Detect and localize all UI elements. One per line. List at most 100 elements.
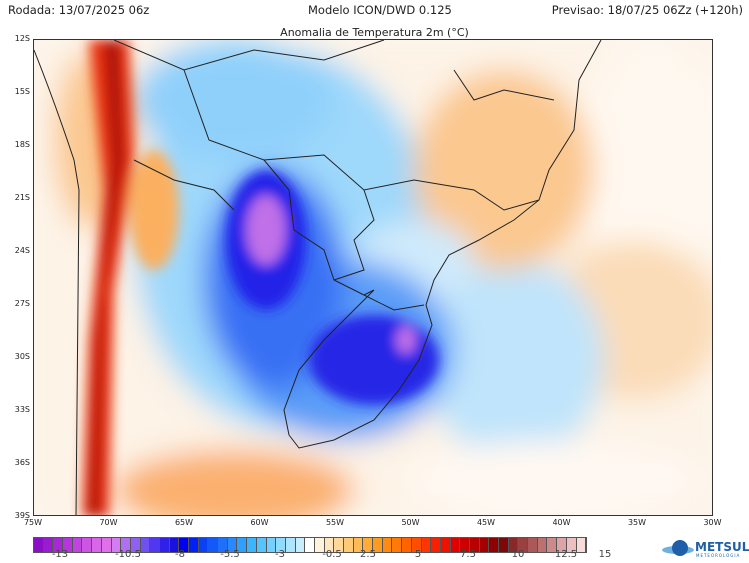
colorbar-label: -3 — [275, 549, 285, 560]
colorbar-swatch — [82, 538, 93, 552]
colorbar-label: 15 — [598, 549, 612, 560]
lon-label: 35W — [627, 518, 647, 527]
colorbar-swatch — [130, 538, 141, 552]
colorbar-swatch — [528, 538, 538, 552]
colorbar-swatch — [460, 538, 470, 552]
colorbar-swatch — [111, 538, 122, 552]
colorbar-swatch — [121, 538, 131, 552]
colorbar-swatch — [101, 538, 112, 552]
anomaly-field — [34, 40, 712, 515]
lat-label: 30S — [14, 352, 30, 361]
colorbar-swatch — [295, 538, 306, 552]
lat-label: 12S — [14, 34, 30, 43]
lat-label: 18S — [14, 140, 30, 149]
colorbar-label: -5.5 — [220, 549, 240, 560]
colorbar-swatch — [557, 538, 567, 552]
map-title: Anomalia de Temperatura 2m (°C) — [280, 26, 469, 39]
colorbar-swatch — [392, 538, 403, 552]
colorbar-label: -10.5 — [115, 549, 141, 560]
colorbar-swatch — [179, 538, 189, 552]
colorbar-swatch — [247, 538, 257, 552]
colorbar-swatch — [198, 538, 209, 552]
colorbar-swatch — [305, 538, 315, 552]
colorbar-swatch — [547, 538, 558, 552]
colorbar — [33, 537, 588, 553]
colorbar-swatch — [237, 538, 248, 552]
logo-subtext: METEOROLOGIA — [696, 553, 741, 558]
colorbar-swatch — [353, 538, 364, 552]
colorbar-swatch — [411, 538, 422, 552]
lon-label: 50W — [401, 518, 420, 527]
colorbar-swatch — [382, 538, 393, 552]
lat-label: 27S — [14, 299, 30, 308]
colorbar-label: 10 — [511, 549, 525, 560]
colorbar-swatch — [518, 538, 529, 552]
colorbar-swatch — [440, 538, 451, 552]
lon-label: 70W — [99, 518, 118, 527]
colorbar-label: 12.5 — [554, 549, 578, 560]
colorbar-swatch — [402, 538, 412, 552]
colorbar-swatch — [43, 538, 54, 552]
colorbar-swatch — [208, 538, 219, 552]
colorbar-swatch — [150, 538, 160, 552]
coastlines-and-borders — [34, 40, 602, 515]
lon-label: 40W — [552, 518, 571, 527]
colorbar-swatch — [421, 538, 432, 552]
colorbar-label: 7.5 — [460, 549, 476, 560]
model-label: Modelo ICON/DWD 0.125 — [308, 3, 452, 17]
forecast-label: Previsao: 18/07/25 06Zz (+120h) — [551, 3, 743, 17]
lat-label: 24S — [14, 246, 30, 255]
colorbar-swatch — [431, 538, 441, 552]
colorbar-swatch — [266, 538, 277, 552]
lat-label: 33S — [14, 405, 30, 414]
lat-label: 21S — [14, 193, 30, 202]
colorbar-swatch — [537, 538, 548, 552]
colorbar-swatch — [373, 538, 383, 552]
colorbar-swatch — [140, 538, 151, 552]
lon-label: 75W — [23, 518, 43, 527]
metsul-logo-icon — [662, 540, 694, 556]
colorbar-swatch — [34, 538, 44, 552]
colorbar-swatch — [576, 538, 587, 552]
colorbar-swatch — [479, 538, 490, 552]
colorbar-swatch — [566, 538, 577, 552]
colorbar-swatch — [314, 538, 325, 552]
colorbar-label: 2.5 — [360, 549, 376, 560]
logo-text: METSUL — [695, 540, 749, 554]
colorbar-swatch — [53, 538, 64, 552]
lat-label: 39S — [14, 511, 30, 520]
colorbar-swatch — [450, 538, 461, 552]
colorbar-label: -0.5 — [322, 549, 342, 560]
anomaly-map — [33, 39, 713, 516]
colorbar-swatch — [363, 538, 374, 552]
colorbar-swatch — [256, 538, 267, 552]
colorbar-swatch — [334, 538, 344, 552]
lon-label: 65W — [174, 518, 194, 527]
colorbar-swatch — [218, 538, 228, 552]
lon-label: 60W — [250, 518, 269, 527]
colorbar-swatch — [159, 538, 170, 552]
run-label: Rodada: 13/07/2025 06z — [8, 3, 150, 17]
colorbar-swatch — [508, 538, 519, 552]
colorbar-swatch — [344, 538, 354, 552]
colorbar-swatch — [92, 538, 102, 552]
lat-label: 15S — [14, 87, 30, 96]
colorbar-swatch — [276, 538, 286, 552]
lon-label: 30W — [703, 518, 722, 527]
colorbar-label: 5 — [414, 549, 422, 560]
lon-label: 55W — [325, 518, 345, 527]
colorbar-label: -13 — [51, 549, 69, 560]
colorbar-swatch — [469, 538, 480, 552]
lat-label: 36S — [14, 458, 30, 467]
colorbar-swatch — [72, 538, 83, 552]
colorbar-swatch — [63, 538, 73, 552]
colorbar-label: -8 — [175, 549, 185, 560]
lon-label: 45W — [476, 518, 496, 527]
colorbar-swatch — [324, 538, 335, 552]
colorbar-swatch — [285, 538, 296, 552]
colorbar-swatch — [227, 538, 238, 552]
colorbar-swatch — [499, 538, 509, 552]
colorbar-swatch — [189, 538, 199, 552]
colorbar-swatch — [489, 538, 499, 552]
colorbar-swatch — [169, 538, 180, 552]
